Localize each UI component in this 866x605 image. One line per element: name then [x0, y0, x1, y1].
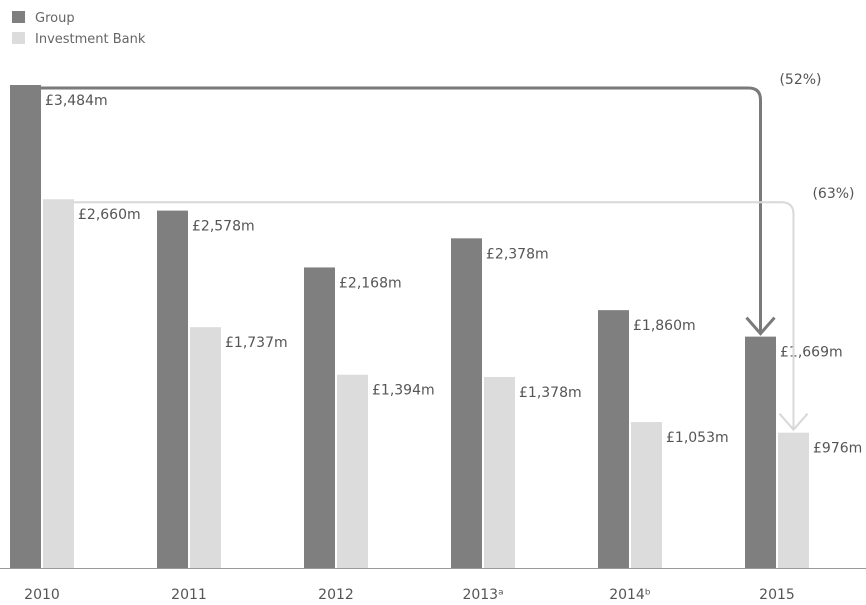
data-label-group-5: £1,669m	[780, 345, 843, 361]
data-label-investment-bank-3: £1,378m	[519, 385, 582, 401]
bar-investment-bank-2	[337, 374, 368, 568]
data-label-investment-bank-1: £1,737m	[225, 335, 288, 351]
legend-swatch-group	[12, 11, 25, 23]
bar-investment-bank-4	[631, 422, 662, 568]
bar-investment-bank-1	[190, 327, 221, 568]
data-label-investment-bank-4: £1,053m	[666, 430, 729, 446]
bar-investment-bank-3	[484, 376, 515, 568]
data-label-group-3: £2,378m	[486, 246, 549, 262]
bar-group-1	[157, 210, 188, 569]
change-arrowhead-1	[778, 413, 809, 432]
bar-investment-bank-0	[43, 199, 74, 569]
bar-investment-bank-5	[778, 432, 809, 568]
x-tick-label-3: 2013ᵃ	[462, 587, 503, 603]
data-label-group-2: £2,168m	[339, 275, 402, 291]
legend: Group Investment Bank	[12, 11, 146, 47]
bar-group-2	[304, 267, 335, 568]
legend-label-investment-bank: Investment Bank	[35, 32, 146, 47]
bar-group-4	[598, 310, 629, 568]
bar-group-0	[10, 85, 41, 568]
change-percent-label-1: (63%)	[812, 186, 854, 202]
bar-group-3	[451, 238, 482, 569]
x-tick-label-5: 2015	[759, 587, 795, 603]
change-arrow-line-1	[74, 201, 795, 430]
x-tick-label-2: 2012	[318, 587, 354, 603]
plot-area: £3,484m £2,578m £2,168m £2,378m £1,860m £1,66…	[0, 72, 866, 603]
legend-swatch-investment-bank	[12, 32, 25, 44]
data-label-group-4: £1,860m	[633, 318, 696, 334]
data-label-group-1: £2,578m	[192, 219, 255, 235]
change-percent-label-0: (52%)	[779, 72, 821, 88]
data-label-investment-bank-0: £2,660m	[78, 207, 141, 223]
x-tick-label-1: 2011	[171, 587, 207, 603]
bar-group-5	[745, 336, 776, 568]
change-arrow-line-0	[41, 86, 762, 334]
x-tick-label-4: 2014ᵇ	[609, 587, 651, 603]
change-arrowhead-0	[745, 316, 776, 336]
data-label-investment-bank-2: £1,394m	[372, 383, 435, 399]
data-label-investment-bank-5: £976m	[813, 441, 862, 457]
data-label-group-0: £3,484m	[45, 93, 108, 109]
legend-label-group: Group	[35, 11, 75, 26]
x-tick-label-0: 2010	[24, 587, 60, 603]
